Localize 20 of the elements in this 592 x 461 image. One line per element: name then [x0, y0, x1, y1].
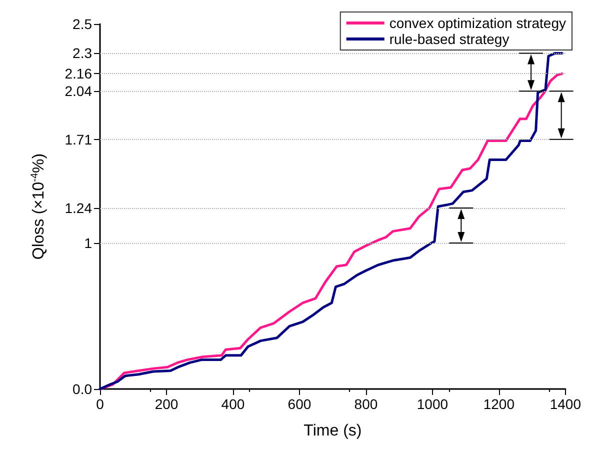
- x-tick-label: 400: [221, 396, 245, 412]
- x-tick-label: 1200: [483, 396, 515, 412]
- x-tick-label: 200: [154, 396, 178, 412]
- y-tick-label: 2.16: [64, 66, 92, 82]
- text: 0.0: [72, 381, 92, 397]
- y-tick-label: 1.71: [64, 131, 92, 148]
- x-tick-label: 800: [354, 396, 378, 412]
- x-tick-label: 600: [288, 396, 312, 412]
- legend-label: rule-based strategy: [389, 31, 510, 47]
- y-axis-title: Qloss (×10-4%): [30, 153, 48, 260]
- x-tick-label: 1000: [416, 396, 448, 412]
- y-tick-label: 1.24: [64, 200, 92, 216]
- x-tick-label: 1400: [550, 396, 582, 412]
- x-tick-label: 0: [96, 396, 104, 412]
- y-tick-label: 2.5: [72, 16, 92, 32]
- y-tick-label: 1: [84, 235, 92, 251]
- y-tick-label: 2.3: [72, 45, 92, 62]
- y-tick-label: 2.04: [64, 83, 92, 100]
- legend-label: convex optimization strategy: [389, 15, 566, 31]
- x-axis-title: Time (s): [304, 422, 362, 440]
